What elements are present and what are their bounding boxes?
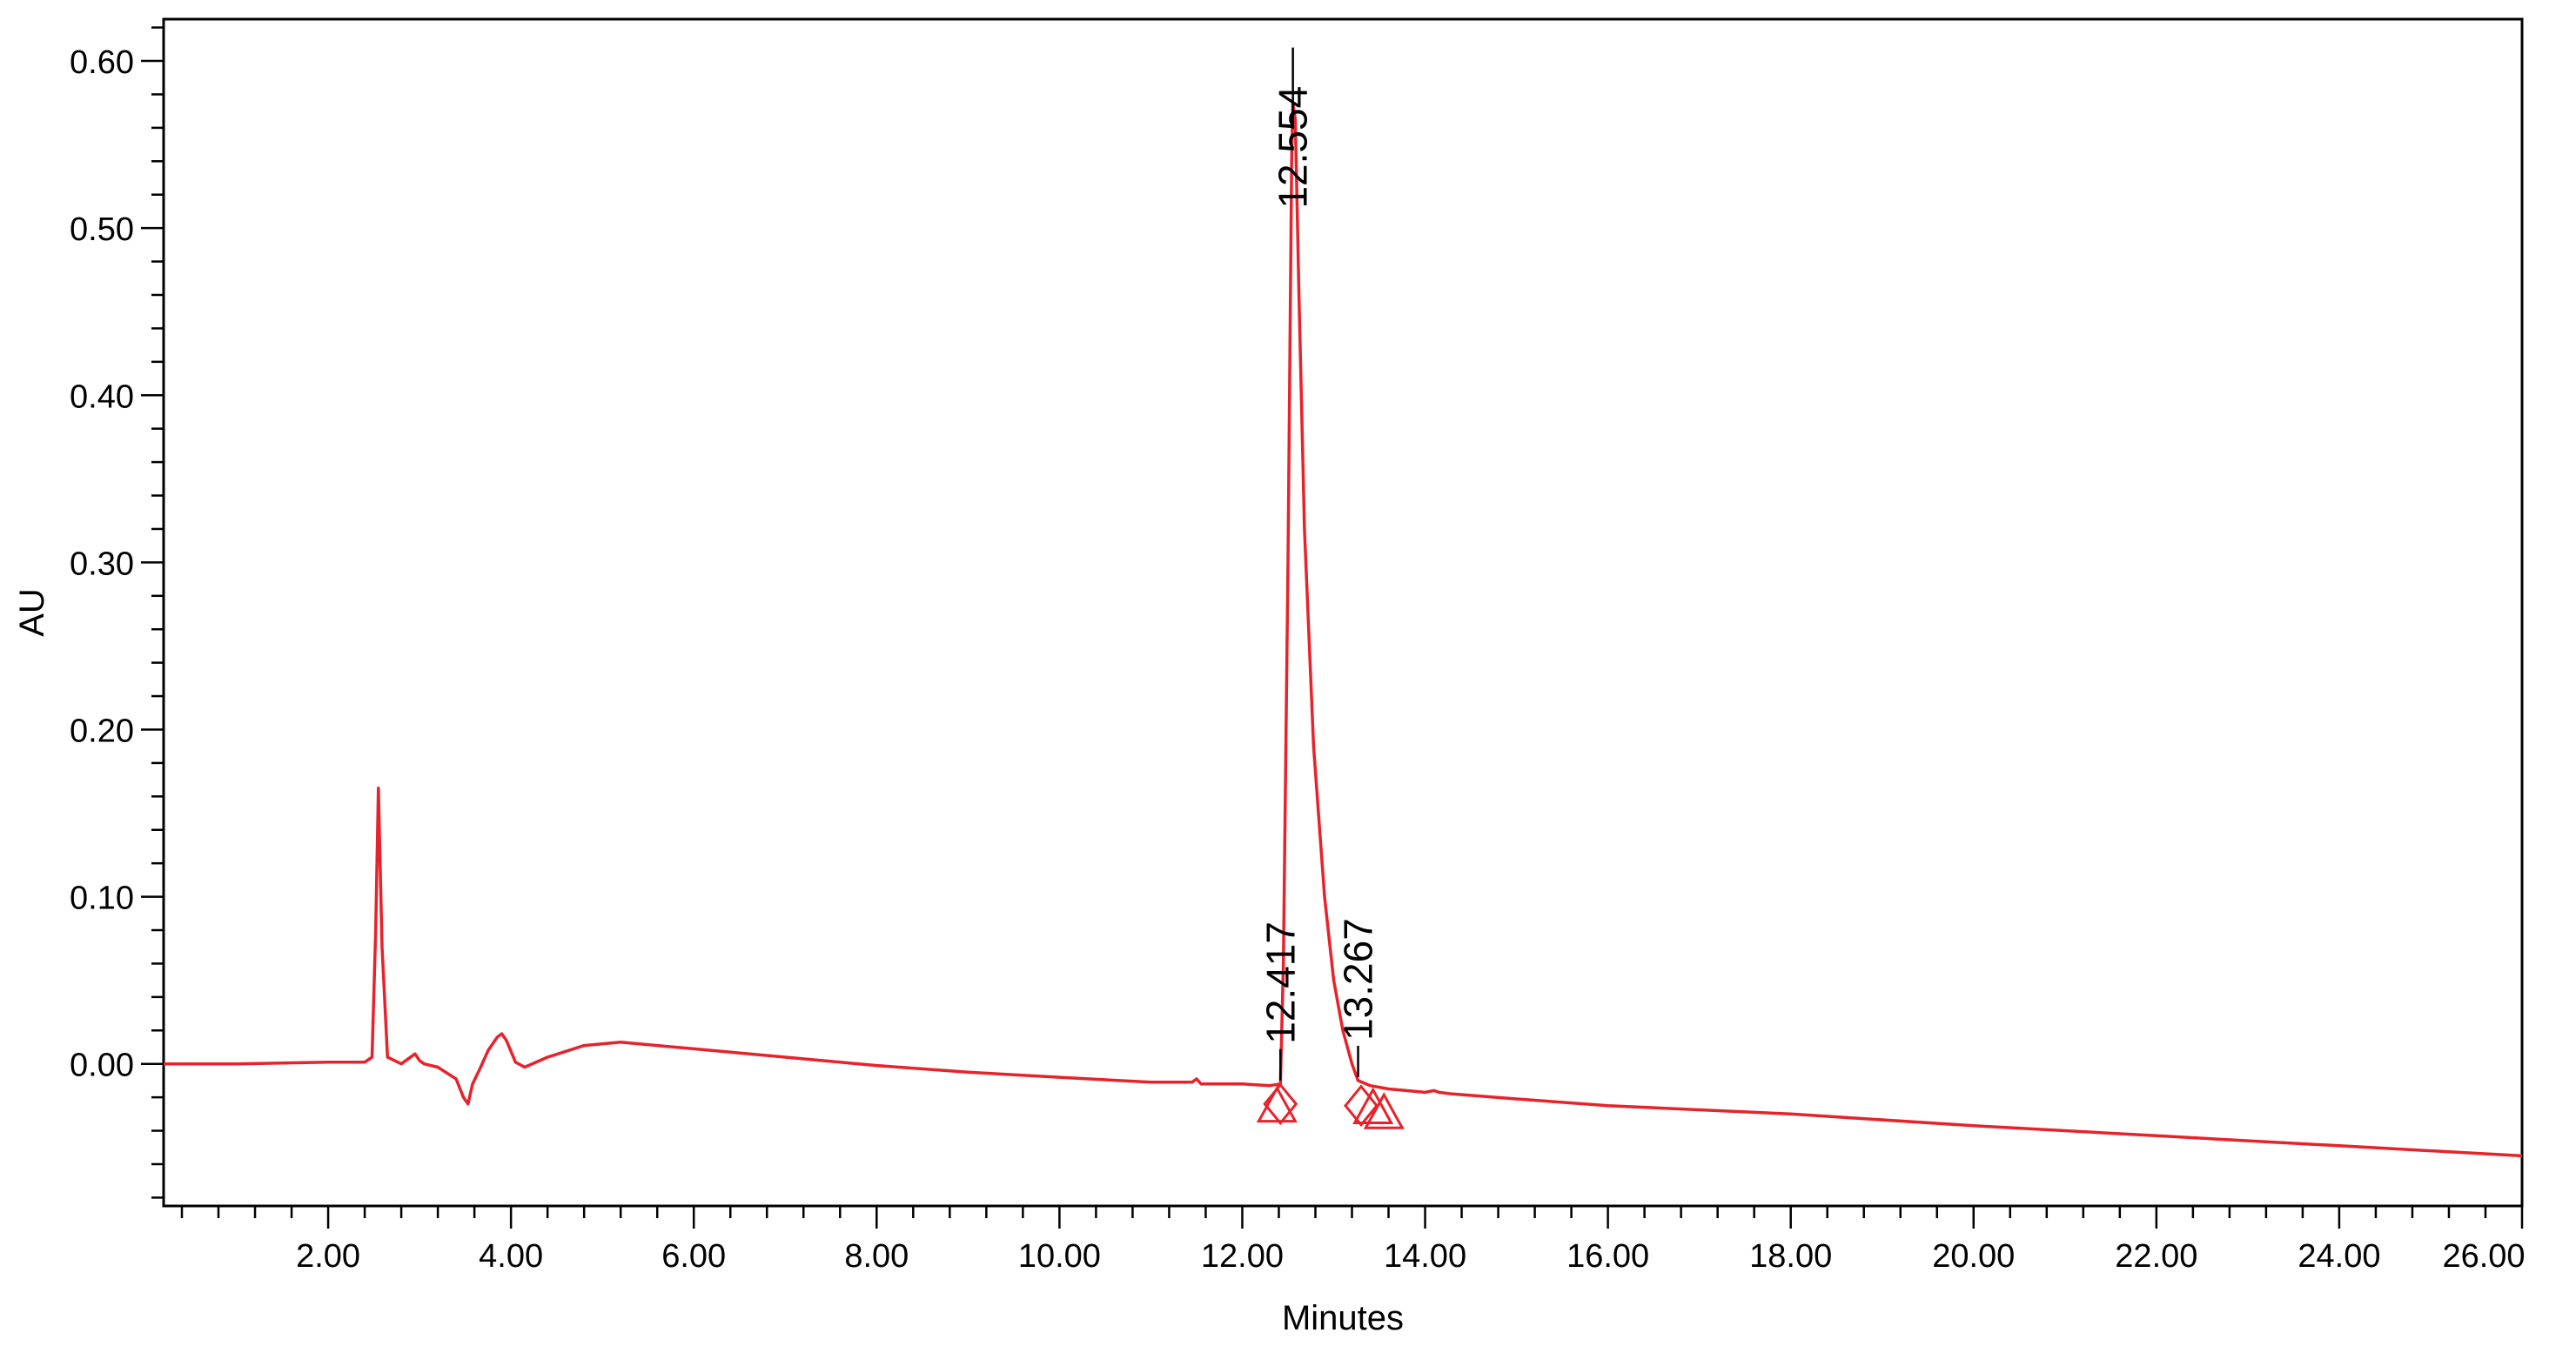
triangle-marker — [1363, 1092, 1405, 1129]
peak-label: 12.554 — [1271, 86, 1316, 209]
triangle-marker — [1352, 1087, 1394, 1124]
y-tick-label: 0.00 — [70, 1048, 134, 1084]
y-tick-label: 0.50 — [70, 211, 134, 248]
x-tick-label: 16.00 — [1566, 1238, 1649, 1275]
y-tick-label: 0.60 — [70, 44, 134, 81]
triangle-marker — [1256, 1085, 1298, 1123]
x-tick-label: 26.00 — [2442, 1238, 2525, 1275]
baseline-markers — [1256, 1082, 1405, 1129]
x-axis-label: Minutes — [1282, 1299, 1404, 1337]
y-axis-label: AU — [13, 588, 51, 637]
trace-layer — [164, 101, 2523, 1158]
x-tick-label: 14.00 — [1384, 1238, 1466, 1275]
chromatogram-trace — [164, 101, 2523, 1158]
x-tick-label: 18.00 — [1749, 1238, 1832, 1275]
x-tick-label: 22.00 — [2115, 1238, 2197, 1275]
x-tick-label: 8.00 — [844, 1238, 909, 1275]
x-tick-label: 6.00 — [661, 1238, 726, 1275]
peak-labels: 12.417 12.554 13.267 — [1258, 47, 1381, 1081]
y-tick-label: 0.40 — [70, 378, 134, 415]
axis-ticks: 2.00 4.00 6.00 8.00 10.00 12.00 14.00 16.00 18.0… — [70, 26, 2526, 1275]
x-tick-label: 2.00 — [296, 1238, 360, 1275]
plot-frame — [162, 17, 2524, 1208]
diamond-marker — [1344, 1084, 1379, 1128]
peak-label: 13.267 — [1336, 918, 1381, 1041]
x-tick-label: 12.00 — [1201, 1238, 1284, 1275]
diamond-marker — [1263, 1082, 1298, 1126]
y-tick-label: 0.10 — [70, 881, 134, 917]
y-tick-label: 0.30 — [70, 546, 134, 582]
x-tick-label: 20.00 — [1932, 1238, 2015, 1275]
x-tick-label: 4.00 — [479, 1238, 543, 1275]
peak-label: 12.417 — [1258, 921, 1303, 1044]
x-tick-label: 10.00 — [1018, 1238, 1101, 1275]
y-tick-label: 0.20 — [70, 713, 134, 749]
x-tick-label: 24.00 — [2298, 1238, 2380, 1275]
